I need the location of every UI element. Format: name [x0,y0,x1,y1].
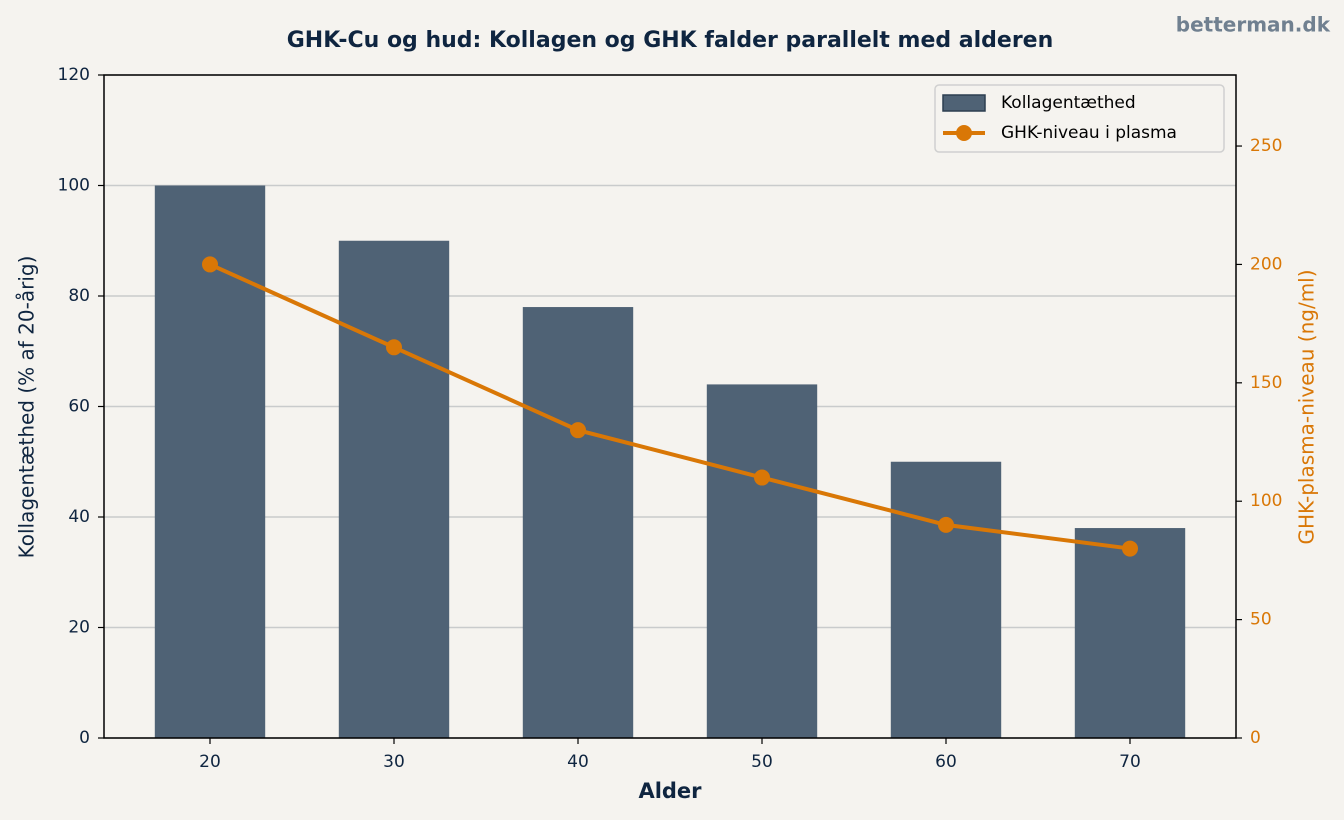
y-tick-label: 60 [68,397,90,417]
watermark: betterman.dk [1176,13,1331,37]
bar [338,240,450,738]
x-axis-label: Alder [638,779,702,803]
line-marker [1122,540,1138,557]
legend-swatch [942,94,986,112]
x-tick-label: 70 [1119,752,1141,772]
bar [154,185,266,738]
y-tick-label: 0 [79,728,90,748]
y2-tick-label: 150 [1250,373,1282,393]
x-tick-label: 40 [567,752,589,772]
line-marker [754,469,770,486]
legend: Kollagentæthed GHK-niveau i plasma [934,84,1225,153]
bar [1074,528,1186,738]
y-tick-label: 20 [68,618,90,638]
line-marker [386,339,402,356]
y2-tick-label: 0 [1250,728,1261,748]
y-tick-label: 80 [68,286,90,306]
line-marker [202,256,218,273]
bars [154,185,1186,738]
legend-swatch-marker [956,125,972,141]
x-tick-label: 30 [383,752,405,772]
bar [706,384,818,738]
plot-frame [103,74,1237,739]
line [209,262,1131,551]
bar [522,307,634,738]
y-axis-label: Kollagentæthed (% af 20-årig) [15,256,39,559]
y2-tick-label: 250 [1250,136,1282,156]
legend-label: GHK-niveau i plasma [1001,123,1177,143]
x-tick-label: 20 [199,752,221,772]
y2-tick-label: 100 [1250,491,1282,511]
y2-tick-label: 200 [1250,254,1282,274]
chart-title: GHK-Cu og hud: Kollagen og GHK falder pa… [287,28,1054,53]
y-tick-label: 100 [58,176,90,196]
line-marker [570,422,586,439]
legend-label: Kollagentæthed [1001,93,1136,113]
y-tick-label: 120 [58,65,90,85]
legend-box [934,84,1225,153]
x-tick-label: 50 [751,752,773,772]
y-tick-label: 40 [68,507,90,527]
x-tick-label: 60 [935,752,957,772]
line-marker [938,516,954,533]
y2-axis-label: GHK-plasma-niveau (ng/ml) [1295,269,1319,544]
bar [890,461,1002,738]
y2-tick-label: 50 [1250,610,1272,630]
